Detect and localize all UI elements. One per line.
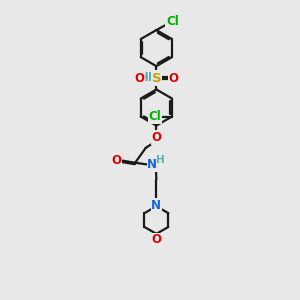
Text: Cl: Cl xyxy=(166,16,179,28)
Text: Cl: Cl xyxy=(148,110,161,123)
Text: H: H xyxy=(156,154,165,165)
Text: N: N xyxy=(147,158,157,171)
Text: HN: HN xyxy=(139,71,159,84)
Text: O: O xyxy=(168,72,178,86)
Text: N: N xyxy=(152,199,161,212)
Text: O: O xyxy=(152,131,161,144)
Text: S: S xyxy=(152,72,161,86)
Text: O: O xyxy=(111,154,121,167)
Text: O: O xyxy=(152,233,161,246)
Text: O: O xyxy=(134,72,144,86)
